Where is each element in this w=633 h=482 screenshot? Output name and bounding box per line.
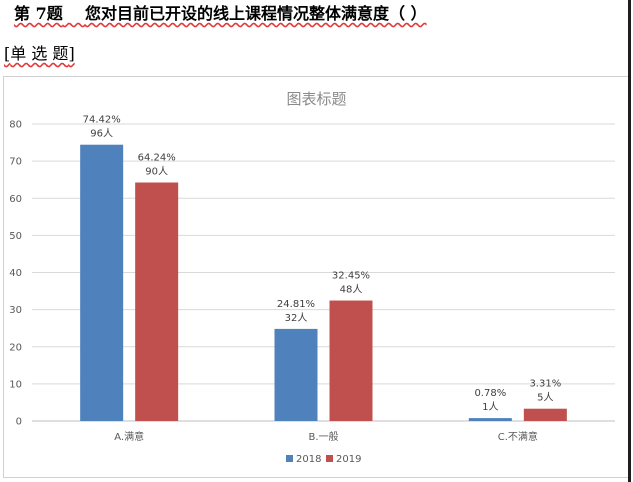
- y-tick-label: 20: [9, 342, 22, 353]
- data-label-count: 1人: [482, 401, 498, 413]
- bar-2018: [274, 328, 318, 421]
- y-tick-label: 60: [9, 194, 22, 205]
- data-label-percent: 0.78%: [474, 388, 506, 399]
- legend-label: 2019: [336, 454, 361, 465]
- data-label-count: 5人: [537, 392, 553, 404]
- y-tick-label: 10: [9, 379, 22, 390]
- data-label-percent: 24.81%: [277, 299, 315, 310]
- bar-2019: [329, 300, 373, 421]
- data-label-count: 32人: [285, 312, 308, 324]
- data-label-count: 48人: [340, 284, 363, 296]
- bar-2018: [468, 418, 512, 421]
- y-tick-label: 70: [9, 157, 22, 168]
- data-label-percent: 3.31%: [529, 379, 561, 390]
- question-text: 您对目前已开设的线上课程情况整体满意度（ ）: [85, 4, 427, 23]
- page-edge-divider: [628, 0, 631, 482]
- data-label-percent: 32.45%: [332, 271, 370, 282]
- y-tick-label: 0: [16, 417, 22, 428]
- data-label-count: 96人: [90, 128, 113, 140]
- chart-title: 图表标题: [286, 90, 347, 108]
- y-tick-label: 50: [9, 231, 22, 242]
- legend-swatch-2018: [286, 455, 293, 462]
- bar-2018: [80, 144, 124, 421]
- y-tick-label: 80: [9, 120, 22, 131]
- legend-label: 2018: [296, 454, 321, 465]
- y-tick-label: 40: [9, 268, 22, 279]
- bar-2019: [135, 182, 179, 421]
- question-type: [单 选 题]: [4, 44, 75, 63]
- data-label-percent: 74.42%: [83, 115, 121, 126]
- data-label-percent: 64.24%: [138, 153, 176, 164]
- x-category-label: C.不满意: [498, 430, 538, 443]
- question-type-label: 单 选 题: [10, 44, 69, 63]
- y-tick-label: 30: [9, 305, 22, 316]
- question-number: 第 7题: [14, 4, 63, 23]
- question-title: 第 7题 您对目前已开设的线上课程情况整体满意度（ ）: [14, 0, 427, 24]
- x-category-label: B.一般: [308, 430, 338, 443]
- data-label-count: 90人: [145, 166, 168, 178]
- legend-swatch-2019: [326, 455, 333, 462]
- bar-2019: [523, 408, 567, 421]
- x-category-label: A.满意: [114, 430, 144, 443]
